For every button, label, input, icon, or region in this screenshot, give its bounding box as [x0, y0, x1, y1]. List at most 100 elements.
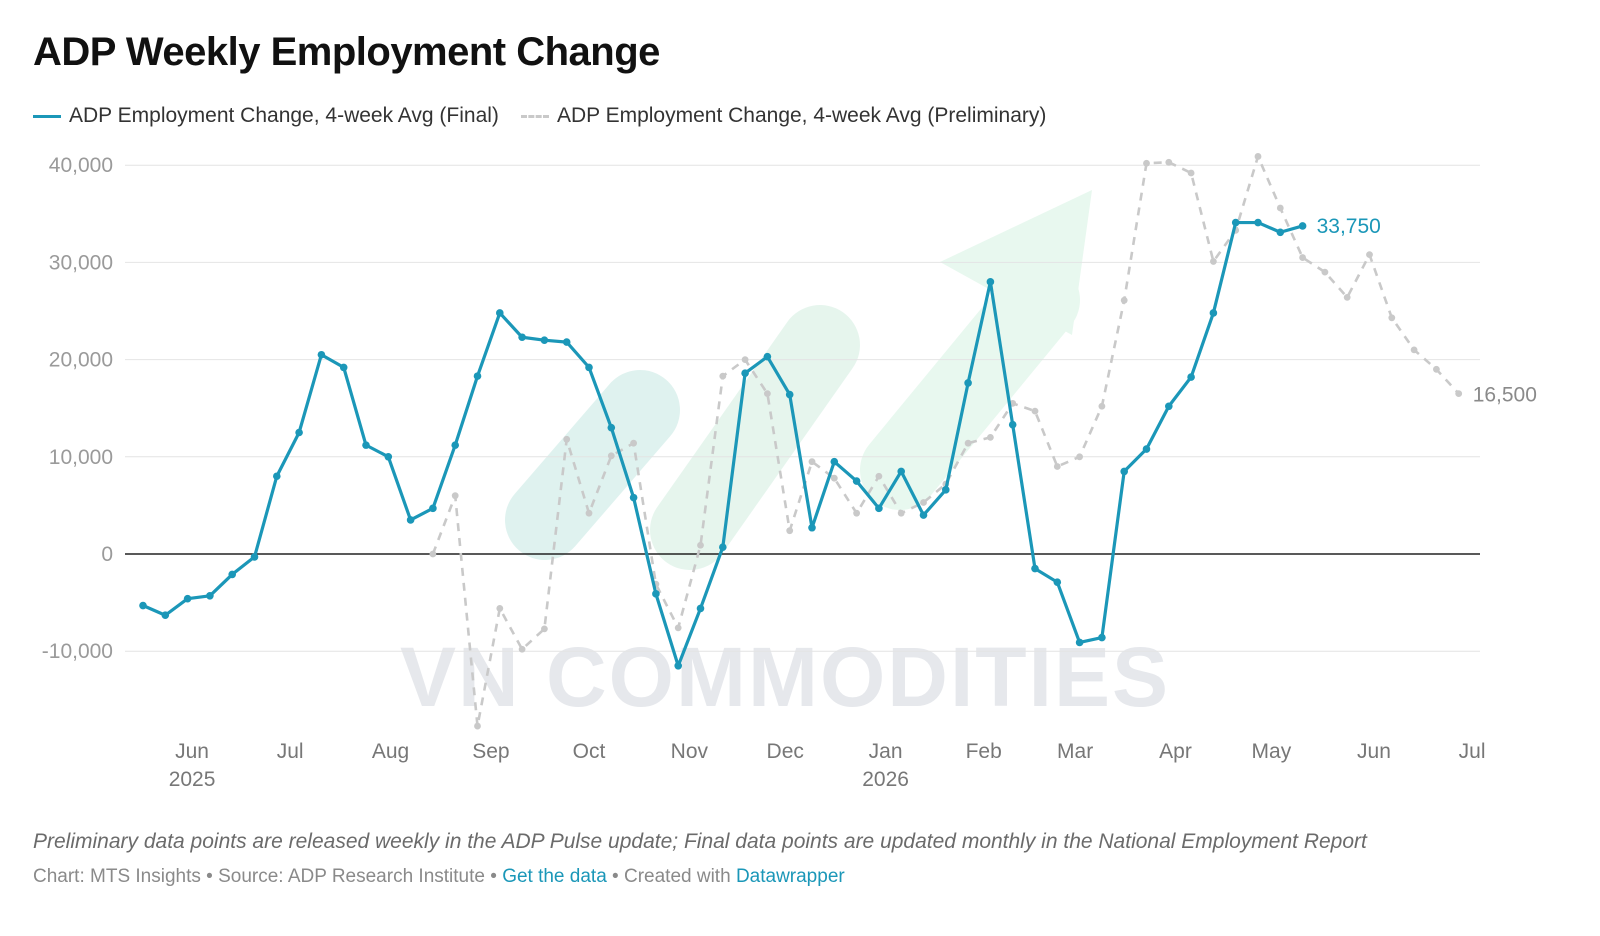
data-point-final [852, 477, 861, 485]
data-point-final [674, 661, 682, 670]
data-point-preliminary [1031, 407, 1039, 415]
data-point-preliminary [585, 509, 593, 517]
data-point-final [1031, 564, 1039, 573]
credit-created-with: Created with [623, 866, 736, 887]
y-tick-label: 0 [101, 543, 113, 566]
data-point-final [808, 523, 816, 532]
data-point-final [406, 516, 415, 524]
data-point-final [1187, 373, 1195, 381]
data-point-final [763, 352, 772, 361]
data-point-preliminary [764, 390, 771, 398]
credit-source: Source: ADP Research Institute [218, 866, 485, 887]
data-point-final [785, 390, 794, 399]
arrow-band-2 [650, 305, 860, 570]
data-point-preliminary [1076, 453, 1083, 461]
series-line-preliminary [431, 155, 1460, 728]
data-point-preliminary [1098, 402, 1106, 410]
data-point-final [585, 363, 593, 372]
legend: ADP Employment Change, 4-week Avg (Final… [33, 104, 1068, 128]
data-point-preliminary [697, 541, 704, 549]
x-tick-label: Jul [1459, 740, 1486, 763]
data-point-final [228, 570, 236, 579]
data-point-preliminary [1276, 204, 1284, 212]
x-tick-label: Sep [472, 740, 509, 763]
data-point-preliminary [741, 356, 749, 363]
data-point-final [1276, 228, 1285, 237]
data-point-final [384, 453, 393, 461]
x-tick-label: Jan [869, 740, 903, 763]
data-point-final [183, 594, 192, 603]
x-tick-label: Apr [1159, 740, 1192, 763]
credit-separator: • [200, 866, 219, 887]
data-point-final [1231, 218, 1240, 227]
x-tick-label: Jun [1357, 740, 1391, 763]
data-point-final [719, 543, 727, 551]
data-point-final [273, 472, 281, 481]
data-point-final [206, 591, 214, 600]
datawrapper-link[interactable]: Datawrapper [735, 866, 845, 887]
data-point-final [830, 457, 839, 466]
data-point-final [1298, 222, 1307, 230]
data-point-final [1008, 420, 1017, 429]
data-point-final [250, 553, 259, 561]
y-tick-label: 40,000 [49, 154, 113, 177]
data-point-preliminary [830, 474, 838, 482]
data-point-final [741, 369, 749, 378]
data-point-preliminary [563, 435, 571, 443]
data-point-final [139, 601, 147, 610]
legend-swatch-final [33, 114, 61, 118]
data-point-final [1165, 402, 1173, 411]
legend-item-final: ADP Employment Change, 4-week Avg (Final… [33, 104, 499, 128]
x-tick-year-label: 2026 [862, 768, 909, 791]
data-point-preliminary [719, 372, 727, 380]
y-tick-label: 20,000 [49, 349, 113, 372]
data-point-final [942, 486, 950, 494]
data-point-preliminary [1187, 169, 1195, 177]
data-point-preliminary [1299, 254, 1306, 261]
data-point-preliminary [1143, 159, 1150, 167]
data-point-final [1209, 309, 1218, 317]
data-point-final [1053, 578, 1062, 586]
data-point-final [451, 441, 460, 449]
data-point-final [607, 423, 616, 432]
data-point-preliminary [429, 550, 437, 558]
end-label-final: 33,750 [1317, 215, 1381, 238]
get-the-data-link[interactable]: Get the data [502, 866, 607, 887]
chart-credits: Chart: MTS Insights • Source: ADP Resear… [33, 866, 845, 888]
line-chart: VN COMMODITIES 40,000 30,000 20,000 10,000 0 -… [42, 153, 1537, 791]
data-point-final [986, 278, 995, 286]
data-point-preliminary [1343, 293, 1351, 301]
x-tick-year-label: 2025 [169, 768, 216, 791]
x-tick-label: May [1252, 740, 1292, 763]
data-point-final [473, 372, 482, 380]
data-point-final [875, 504, 883, 513]
data-point-preliminary [451, 492, 459, 500]
data-point-preliminary [674, 624, 682, 632]
data-point-final [518, 333, 526, 342]
legend-swatch-preliminary [520, 114, 549, 118]
data-point-final [1254, 218, 1262, 227]
y-tick-label: 10,000 [49, 446, 113, 469]
data-point-preliminary [1366, 251, 1373, 259]
credit-separator: • [606, 866, 624, 887]
credit-separator: • [484, 866, 503, 887]
y-tick-label: 30,000 [49, 251, 113, 274]
data-point-final [339, 363, 348, 372]
data-point-preliminary [897, 509, 905, 517]
data-point-preliminary [920, 499, 927, 506]
y-tick-label: -10,000 [42, 640, 113, 663]
data-point-final [540, 336, 549, 344]
data-point-preliminary [474, 722, 481, 730]
data-point-preliminary [875, 472, 883, 480]
data-point-final [897, 467, 905, 476]
data-point-final [429, 504, 437, 513]
data-point-preliminary [1455, 390, 1463, 398]
end-label-preliminary: 16,500 [1473, 384, 1537, 407]
chart-title: ADP Weekly Employment Change [33, 30, 660, 74]
data-point-preliminary [1165, 158, 1173, 166]
chart-footnote: Preliminary data points are released wee… [33, 830, 1367, 853]
data-point-preliminary [1210, 258, 1217, 265]
data-point-final [496, 309, 504, 317]
data-point-preliminary [786, 527, 794, 535]
data-point-final [295, 428, 303, 437]
